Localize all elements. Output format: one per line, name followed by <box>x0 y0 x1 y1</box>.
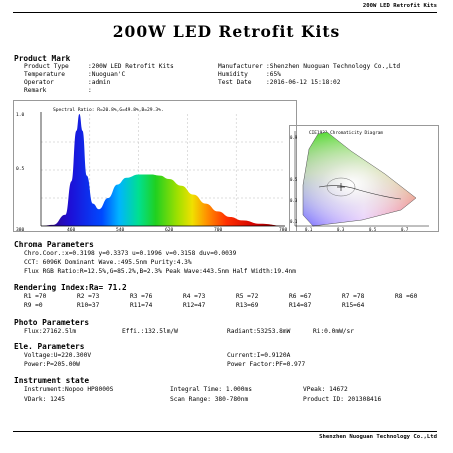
instrument-model: Instrument:Nopoo HP8000S <box>24 386 114 393</box>
rendering-r10: R10=37 <box>77 302 100 309</box>
rendering-r12: R12=47 <box>183 302 206 309</box>
product-type-label: Product Type <box>24 63 69 70</box>
instrument-integral-time: Integral Time: 1.000ms <box>170 386 252 393</box>
x-tick-780: 780 <box>279 227 288 232</box>
chroma-heading: Chroma Parameters <box>14 240 94 249</box>
cie-y-tick-0-1: 0.1 <box>290 219 298 224</box>
cie-ellipse <box>326 177 356 197</box>
cie-y-tick-0-9: 0.9 <box>290 135 298 140</box>
rendering-r8: R8 =60 <box>395 293 418 300</box>
cie-x-tick-0-7: 0.7 <box>401 227 409 232</box>
humidity-label: Humidity <box>218 71 248 78</box>
product-mark-heading: Product Mark <box>14 54 71 63</box>
cie-panel <box>289 125 439 232</box>
remark-label: Remark <box>24 87 47 94</box>
operator-label: Operator <box>24 79 54 86</box>
corner-title: 200W LED Retrofit Kits <box>362 3 437 9</box>
cie-gamut <box>303 132 416 226</box>
top-rule <box>13 12 437 13</box>
rendering-r1: R1 =70 <box>24 293 47 300</box>
spectral-ratio-label: Spectral Ratio: R=20.8%,G=49.8%,B=29.3%. <box>53 107 164 113</box>
spectrum-chart: Spectral Ratio: R=20.8%,G=49.8%,B=29.3%.… <box>16 107 288 232</box>
rendering-heading: Rendering Index:Ra= 71.2 <box>14 283 127 292</box>
footer-rule <box>13 431 437 432</box>
chroma-coordinates: Chro.Coor.:x=0.3198 y=0.3373 u=0.1996 v=… <box>24 250 237 257</box>
ele-power-factor: Power Factor:PF=0.977 <box>227 361 306 368</box>
test-date-value: :2016-06-12 15:18:02 <box>266 79 341 86</box>
x-tick-540: 540 <box>116 227 125 232</box>
y-tick-1: 1.0 <box>16 112 25 118</box>
photo-flux: Flux:27162.5lm <box>24 328 77 335</box>
rendering-r2: R2 =73 <box>77 293 100 300</box>
remark-value: : <box>88 87 92 94</box>
rendering-r13: R13=69 <box>236 302 259 309</box>
product-type-value: :200W LED Retrofit Kits <box>88 63 174 70</box>
instrument-vpeak: VPeak: 14672 <box>303 386 348 393</box>
cie-chart: CIE1931 Chromaticity Diagram 0.9 0.5 0.3… <box>290 130 429 232</box>
instrument-vdark: VDark: 1245 <box>24 396 65 403</box>
report-title: 200W LED Retrofit Kits <box>112 22 341 41</box>
cie-title: CIE1931 Chromaticity Diagram <box>309 130 383 136</box>
x-tick-700: 700 <box>214 227 223 232</box>
rendering-r15: R15=64 <box>342 302 365 309</box>
x-tick-460: 460 <box>67 227 76 232</box>
instrument-scan-range: Scan Range: 380-780nm <box>170 396 249 403</box>
rendering-r5: R5 =72 <box>236 293 259 300</box>
photo-heading: Photo Parameters <box>14 318 90 327</box>
ele-heading: Ele. Parameters <box>14 342 85 351</box>
cie-x-tick-0-1: 0.1 <box>305 227 313 232</box>
chromaticity-point-marker <box>337 183 345 191</box>
manufacturer-value: :Shenzhen Nuoguan Technology Co.,Ltd <box>266 63 401 70</box>
photo-radiant: Radiant:53253.8mW <box>227 328 291 335</box>
operator-value: :admin <box>88 79 111 86</box>
rendering-r14: R14=87 <box>289 302 312 309</box>
photo-efficacy: Effi.:132.5lm/W <box>122 328 178 335</box>
cie-x-tick-0-3: 0.3 <box>337 227 345 232</box>
cie-y-tick-0-3: 0.3 <box>290 198 298 203</box>
chroma-cct: CCT: 6096K Dominant Wave.:495.5nm Purity… <box>24 259 192 266</box>
spectrum-panel <box>13 100 297 232</box>
temperature-value: :Nuoguan'C <box>88 71 126 78</box>
rendering-r11: R11=74 <box>130 302 153 309</box>
rendering-r6: R6 =67 <box>289 293 312 300</box>
spectrum-curve <box>41 114 285 226</box>
ele-power: Power:P=205.00W <box>24 361 80 368</box>
chroma-flux-rgb: Flux RGB Ratio:R=12.5%,G=85.2%,B=2.3% Pe… <box>24 268 296 275</box>
rendering-r7: R7 =78 <box>342 293 365 300</box>
cie-y-tick-0-5: 0.5 <box>290 177 298 182</box>
x-tick-620: 620 <box>165 227 174 232</box>
y-tick-0-5: 0.5 <box>16 166 25 172</box>
footer-company: Shenzhen Nuoguan Technology Co.,Ltd <box>319 434 437 440</box>
planckian-locus <box>318 185 402 200</box>
ele-voltage: Voltage:U=220.300V <box>24 352 92 359</box>
rendering-r9: R9 =0 <box>24 302 43 309</box>
photo-ri: Ri:0.0mW/sr <box>313 328 354 335</box>
ele-current: Current:I=0.9120A <box>227 352 291 359</box>
instrument-product-id: Product ID: 201308416 <box>303 396 382 403</box>
rendering-r4: R4 =73 <box>183 293 206 300</box>
x-tick-380: 380 <box>16 227 25 232</box>
humidity-value: :65% <box>266 71 281 78</box>
instrument-heading: Instrument state <box>14 376 90 385</box>
cie-x-tick-0-5: 0.5 <box>369 227 377 232</box>
manufacturer-label: Manufacturer <box>218 63 263 70</box>
rendering-r3: R3 =76 <box>130 293 153 300</box>
test-date-label: Test Date <box>218 79 252 86</box>
temperature-label: Temperature <box>24 71 65 78</box>
